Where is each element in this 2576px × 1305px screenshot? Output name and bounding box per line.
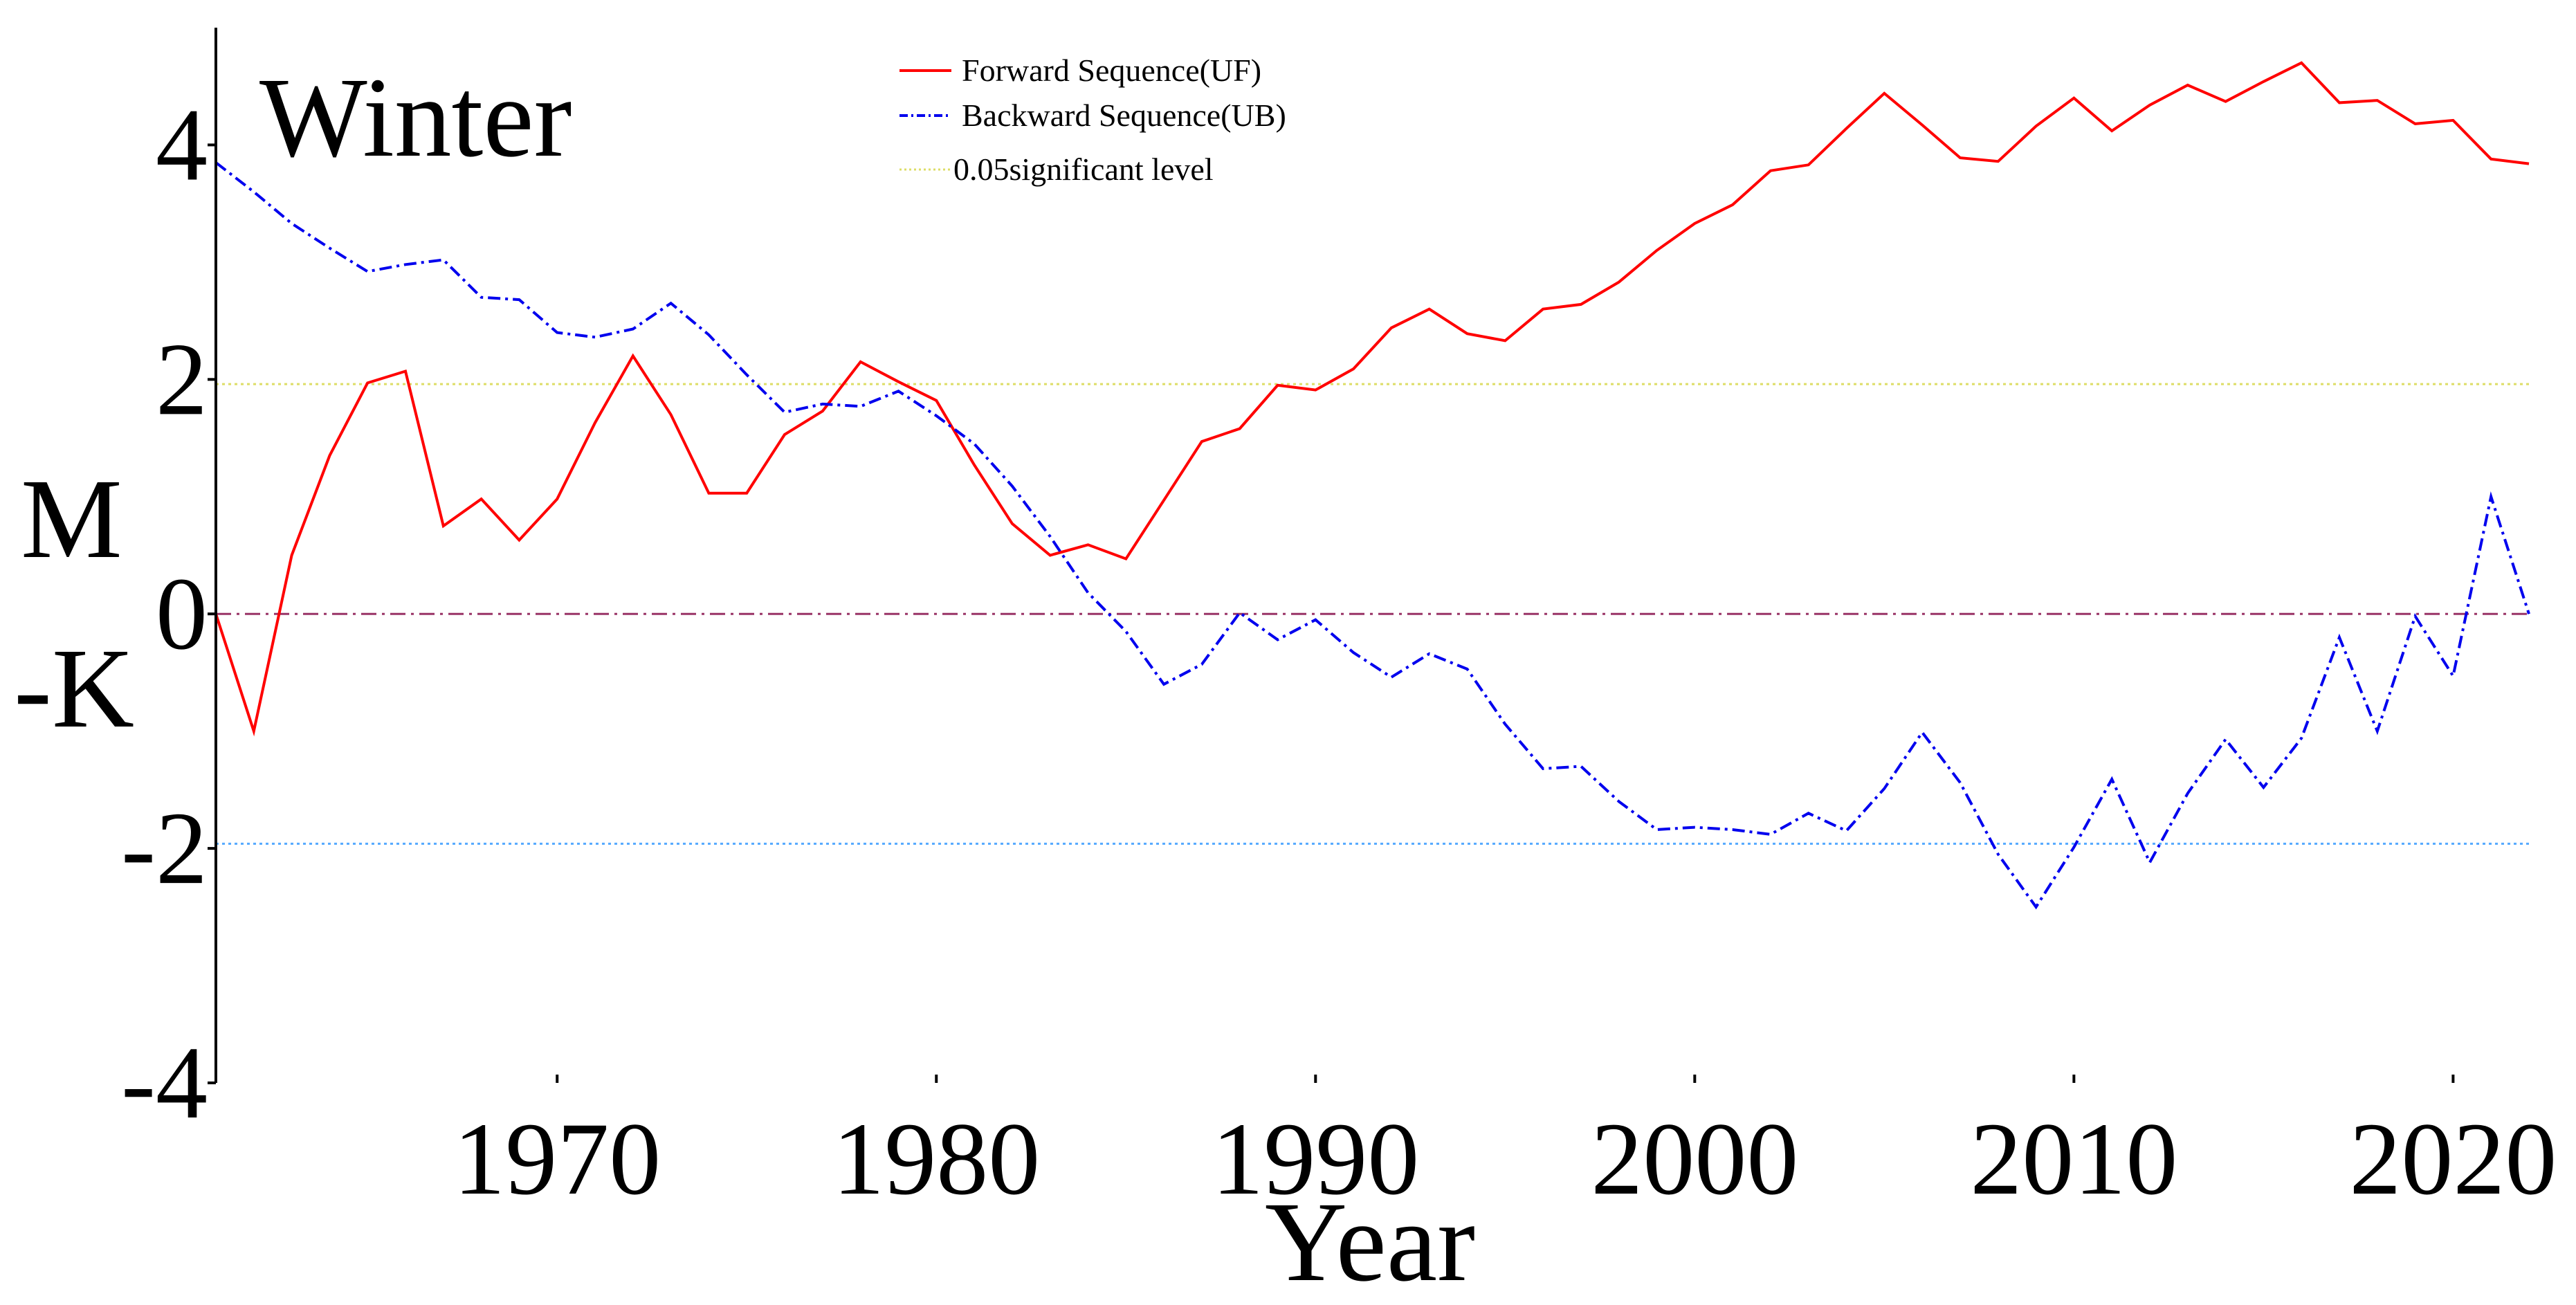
series-forward-uf bbox=[214, 61, 2530, 737]
y-ticks: 4 2 0 -2 -4 bbox=[121, 87, 216, 1140]
legend-label-uf: Forward Sequence(UF) bbox=[962, 53, 1261, 88]
x-ticks: 1970 1980 1990 2000 2010 2020 bbox=[453, 1075, 2557, 1216]
x-tick-label: 1980 bbox=[832, 1102, 1040, 1216]
x-tick-label: 2020 bbox=[2349, 1102, 2557, 1216]
y-axis-title-part2: -K bbox=[14, 625, 134, 751]
chart-title: Winter bbox=[259, 54, 572, 181]
legend: Forward Sequence(UF) Backward Sequence(U… bbox=[899, 53, 1286, 187]
legend-label-sig: 0.05significant level bbox=[953, 152, 1214, 187]
legend-label-ub: Backward Sequence(UB) bbox=[962, 98, 1286, 133]
y-tick-label: -4 bbox=[121, 1025, 208, 1140]
y-tick-label: 2 bbox=[156, 322, 208, 437]
y-tick-label: 0 bbox=[156, 556, 208, 671]
x-axis-title: Year bbox=[1265, 1178, 1475, 1305]
y-tick-label: -2 bbox=[121, 791, 208, 906]
series-backward-ub bbox=[214, 161, 2530, 910]
y-tick-label: 4 bbox=[156, 87, 208, 202]
x-tick-label: 2010 bbox=[1970, 1102, 2177, 1216]
x-tick-label: 2000 bbox=[1591, 1102, 1798, 1216]
x-tick-label: 1990 bbox=[1212, 1102, 1419, 1216]
x-tick-label: 1970 bbox=[453, 1102, 661, 1216]
y-axis-title-part1: M bbox=[21, 455, 122, 582]
